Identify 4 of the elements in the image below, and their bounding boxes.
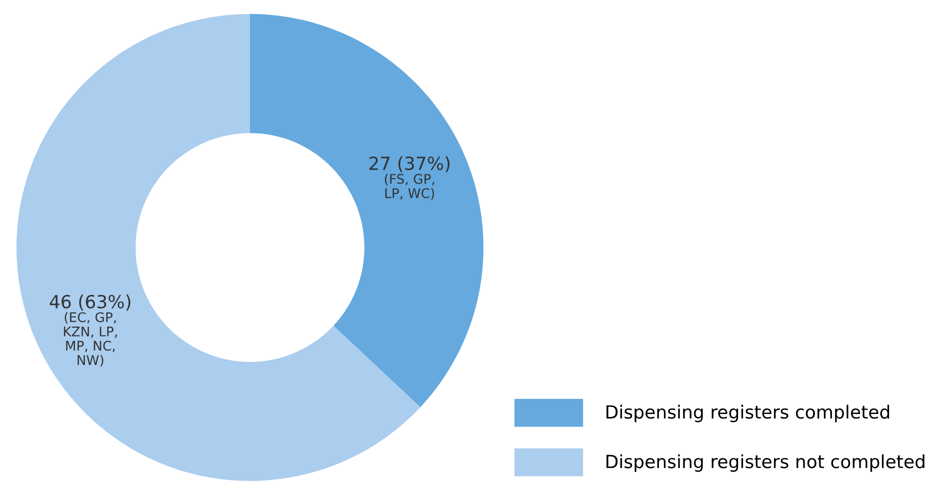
data-label: 46 (63%) (EC, GP, KZN, LP, MP, NC, NW) xyxy=(50,294,130,367)
legend-label: Dispensing registers completed xyxy=(606,404,890,422)
data-label: 27 (37%) (FS, GP, LP, WC) xyxy=(369,156,450,200)
legend-label: Dispensing registers not completed xyxy=(606,454,924,472)
